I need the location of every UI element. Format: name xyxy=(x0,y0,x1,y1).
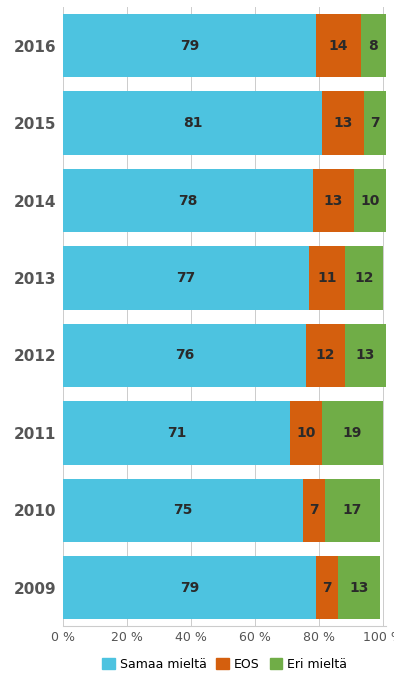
Text: 13: 13 xyxy=(356,349,375,363)
Bar xyxy=(364,91,386,155)
Legend: Samaa mieltä, EOS, Eri mieltä: Samaa mieltä, EOS, Eri mieltä xyxy=(97,653,352,676)
Bar xyxy=(344,246,383,310)
Text: 7: 7 xyxy=(309,503,319,517)
Text: 10: 10 xyxy=(361,193,380,207)
Text: 81: 81 xyxy=(183,116,203,130)
Text: 71: 71 xyxy=(167,426,186,440)
Bar xyxy=(303,479,325,542)
Bar xyxy=(316,556,338,619)
Text: 76: 76 xyxy=(175,349,194,363)
Bar xyxy=(322,401,383,464)
Text: 8: 8 xyxy=(368,39,378,53)
Text: 75: 75 xyxy=(173,503,193,517)
Bar xyxy=(63,246,309,310)
Text: 17: 17 xyxy=(343,503,362,517)
Text: 78: 78 xyxy=(178,193,197,207)
Bar xyxy=(361,14,386,77)
Bar xyxy=(316,14,361,77)
Text: 14: 14 xyxy=(328,39,348,53)
Text: 13: 13 xyxy=(323,193,343,207)
Text: 12: 12 xyxy=(354,271,374,285)
Text: 10: 10 xyxy=(296,426,316,440)
Bar xyxy=(344,324,386,387)
Bar xyxy=(325,479,380,542)
Bar xyxy=(354,169,386,232)
Text: 13: 13 xyxy=(333,116,353,130)
Bar xyxy=(290,401,322,464)
Bar xyxy=(338,556,380,619)
Bar xyxy=(312,169,354,232)
Text: 19: 19 xyxy=(343,426,362,440)
Bar xyxy=(63,556,316,619)
Text: 77: 77 xyxy=(177,271,196,285)
Bar xyxy=(63,91,322,155)
Text: 12: 12 xyxy=(316,349,335,363)
Text: 79: 79 xyxy=(180,580,199,594)
Text: 7: 7 xyxy=(322,580,332,594)
Text: 11: 11 xyxy=(317,271,337,285)
Bar xyxy=(63,401,290,464)
Text: 13: 13 xyxy=(349,580,369,594)
Bar xyxy=(306,324,344,387)
Bar xyxy=(322,91,364,155)
Bar xyxy=(309,246,344,310)
Text: 79: 79 xyxy=(180,39,199,53)
Bar xyxy=(63,479,303,542)
Bar xyxy=(63,324,306,387)
Bar xyxy=(63,169,312,232)
Text: 7: 7 xyxy=(370,116,380,130)
Bar xyxy=(63,14,316,77)
